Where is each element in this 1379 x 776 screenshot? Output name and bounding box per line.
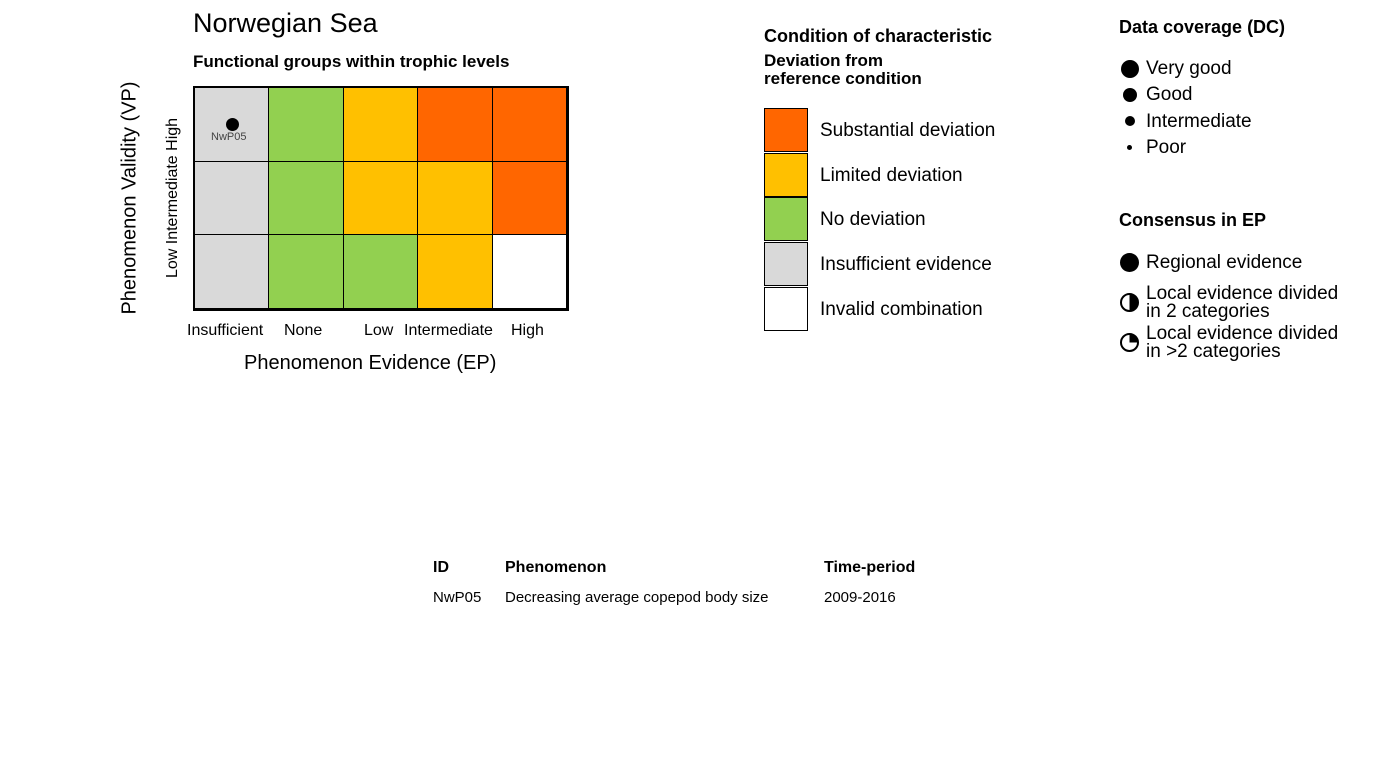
heatmap-cell <box>417 160 493 236</box>
legend-label: Limited deviation <box>820 164 963 186</box>
x-tick: Insufficient <box>187 322 264 339</box>
poor-dot-icon <box>1127 145 1132 150</box>
heatmap-cell <box>417 87 493 162</box>
x-axis-label: Phenomenon Evidence (EP) <box>244 352 497 374</box>
condition-legend-subtitle: Deviation from <box>764 51 884 70</box>
condition-legend-title: Condition of characteristic <box>764 26 993 46</box>
consensus-line: Local evidence divided <box>1146 323 1339 344</box>
legend-swatch <box>764 242 808 287</box>
consensus-item: Local evidence divided in 2 categories <box>1146 283 1339 322</box>
consensus-item: Regional evidence <box>1146 252 1303 273</box>
half-circle-icon <box>1120 293 1139 312</box>
good-dot-icon <box>1123 88 1137 102</box>
table-cell-phenomenon: Decreasing average copepod body size <box>505 589 769 606</box>
dc-item: Good <box>1146 84 1193 105</box>
heatmap-cell <box>268 160 344 236</box>
data-point-label: NwP05 <box>211 131 247 143</box>
dc-item: Intermediate <box>1146 111 1252 132</box>
very-good-dot-icon <box>1121 60 1139 78</box>
heatmap-cell <box>342 234 419 310</box>
legend-swatch <box>764 286 808 331</box>
heatmap-cell <box>491 87 567 162</box>
table-header-id: ID <box>433 559 449 576</box>
chart-title: Norwegian Sea <box>193 8 378 38</box>
legend-label: Invalid combination <box>820 298 983 320</box>
heatmap-cell <box>491 234 567 310</box>
legend-swatch <box>764 108 808 152</box>
legend-swatch <box>764 152 808 197</box>
x-tick: None <box>284 322 323 339</box>
dc-item: Very good <box>1146 58 1232 79</box>
x-tick: Low <box>364 322 394 339</box>
y-tick: Intermediate <box>164 155 181 245</box>
table-cell-id: NwP05 <box>433 589 482 606</box>
heatmap-cell <box>194 234 270 310</box>
heatmap-cell <box>268 234 344 310</box>
heatmap-cell <box>491 160 567 236</box>
quarter-circle-icon <box>1120 333 1139 352</box>
consensus-line: in 2 categories <box>1146 301 1270 322</box>
chart-subtitle: Functional groups within trophic levels <box>193 52 510 71</box>
regional-evidence-icon <box>1120 253 1139 272</box>
legend-label: Insufficient evidence <box>820 254 992 276</box>
consensus-legend-title: Consensus in EP <box>1119 210 1267 230</box>
legend-label: Substantial deviation <box>820 120 996 141</box>
heatmap-cell <box>417 234 493 310</box>
intermediate-dot-icon <box>1125 116 1135 126</box>
legend-label: No deviation <box>820 209 926 231</box>
dc-legend-title: Data coverage (DC) <box>1119 17 1286 37</box>
condition-legend-subtitle: reference condition <box>764 69 922 88</box>
dc-item: Poor <box>1146 137 1187 158</box>
data-point <box>226 118 239 131</box>
consensus-line: in >2 categories <box>1146 341 1281 362</box>
y-tick: High <box>164 117 181 151</box>
y-axis-label: Phenomenon Validity (VP) <box>118 81 141 315</box>
heatmap-cell <box>268 87 344 162</box>
x-tick: Intermediate <box>404 322 493 339</box>
heatmap-cell <box>194 160 270 236</box>
heatmap-cell <box>342 87 419 162</box>
x-tick: High <box>511 322 544 339</box>
table-cell-time-period: 2009-2016 <box>824 589 896 606</box>
legend-swatch <box>764 197 808 242</box>
heatmap-cell <box>342 160 419 236</box>
table-header-time-period: Time-period <box>824 559 916 576</box>
y-tick: Low <box>164 248 181 279</box>
y-ticks: Low Intermediate High <box>164 118 182 278</box>
table-header-phenomenon: Phenomenon <box>505 559 607 576</box>
heatmap-grid: NwP05 <box>193 86 569 311</box>
consensus-item: Local evidence divided in >2 categories <box>1146 323 1339 362</box>
consensus-line: Local evidence divided <box>1146 283 1339 304</box>
